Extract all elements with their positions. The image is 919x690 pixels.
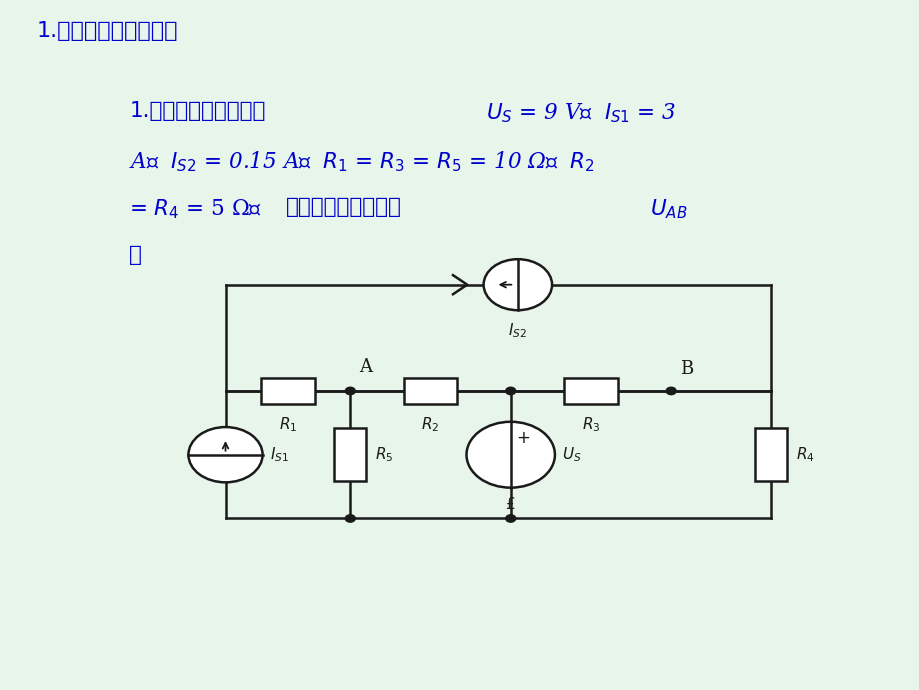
Circle shape <box>345 387 355 395</box>
Circle shape <box>483 259 551 310</box>
Text: = $R_4$ = 5 Ω。: = $R_4$ = 5 Ω。 <box>129 197 262 221</box>
Bar <box>403 378 457 404</box>
Text: A: A <box>358 358 371 376</box>
Bar <box>754 428 786 482</box>
Text: 1.图示电路中，已知：: 1.图示电路中，已知： <box>129 101 266 121</box>
Text: +: + <box>516 429 530 447</box>
Text: 用戴维宁定理求电压: 用戴维宁定理求电压 <box>286 197 402 217</box>
Text: $U_S$ = 9 V，  $I_{S1}$ = 3: $U_S$ = 9 V， $I_{S1}$ = 3 <box>485 101 675 125</box>
Text: $I_{S2}$: $I_{S2}$ <box>508 321 527 339</box>
Text: $R_2$: $R_2$ <box>421 415 439 434</box>
Text: $R_4$: $R_4$ <box>795 445 813 464</box>
Text: 1.图示电路中，已知：: 1.图示电路中，已知： <box>37 21 178 41</box>
Circle shape <box>665 387 675 395</box>
Text: $U_{AB}$: $U_{AB}$ <box>649 197 686 221</box>
Circle shape <box>345 515 355 522</box>
Circle shape <box>505 387 516 395</box>
Circle shape <box>188 427 262 482</box>
Bar <box>334 428 366 482</box>
Text: 。: 。 <box>129 245 142 265</box>
Circle shape <box>505 515 516 522</box>
Text: £: £ <box>505 497 515 512</box>
Text: $U_S$: $U_S$ <box>562 445 581 464</box>
Bar <box>261 378 314 404</box>
Text: $R_1$: $R_1$ <box>278 415 297 434</box>
Circle shape <box>466 422 554 488</box>
Text: $R_3$: $R_3$ <box>581 415 599 434</box>
Text: $I_{S1}$: $I_{S1}$ <box>269 445 289 464</box>
Text: $R_5$: $R_5$ <box>374 445 392 464</box>
Bar <box>563 378 617 404</box>
Text: B: B <box>679 359 692 377</box>
Text: A，  $I_{S2}$ = 0.15 A，  $R_1$ = $R_3$ = $R_5$ = 10 Ω，  $R_2$: A， $I_{S2}$ = 0.15 A， $R_1$ = $R_3$ = $R… <box>129 149 595 174</box>
